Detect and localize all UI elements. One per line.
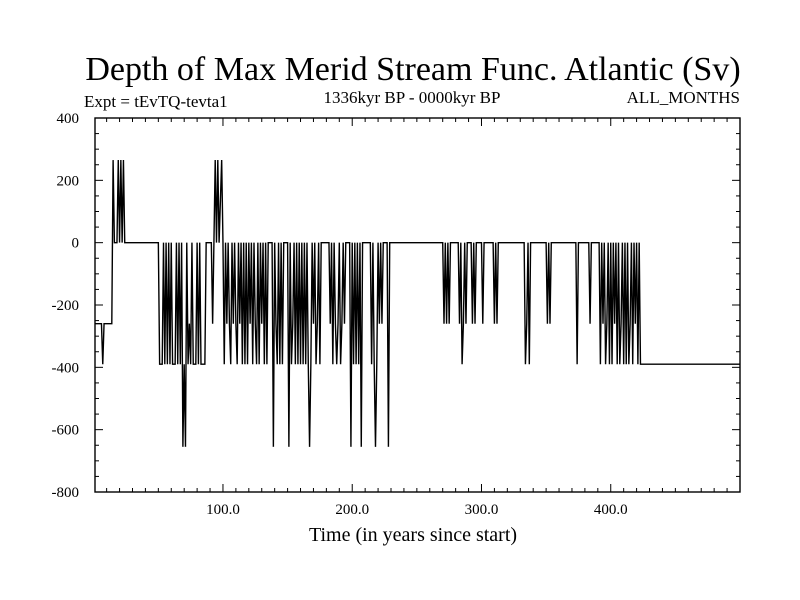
y-tick-label: -200 — [52, 298, 80, 314]
y-tick-label: 200 — [57, 173, 80, 189]
y-tick-label: -400 — [52, 360, 80, 376]
y-tick-label: 0 — [72, 236, 80, 252]
chart-title: Depth of Max Merid Stream Func. Atlantic… — [85, 51, 740, 88]
x-tick-label: 400.0 — [594, 502, 628, 518]
subtitle-time-range: 1336kyr BP - 0000kyr BP — [324, 88, 501, 107]
x-tick-label: 100.0 — [206, 502, 240, 518]
x-tick-label: 200.0 — [335, 502, 369, 518]
series-line — [95, 160, 740, 447]
y-tick-label: -600 — [52, 423, 80, 439]
y-tick-labels: 400 200 0 -200 -400 -600 -800 — [52, 111, 80, 501]
y-tick-label: 400 — [57, 111, 80, 127]
plot-frame — [94, 117, 741, 493]
subtitle-months: ALL_MONTHS — [627, 88, 740, 107]
x-axis-label: Time (in years since start) — [309, 524, 517, 546]
x-tick-label: 300.0 — [465, 502, 499, 518]
y-tick-label: -800 — [52, 485, 80, 501]
subtitle-experiment: Expt = tEvTQ-tevta1 — [84, 92, 228, 111]
x-tick-labels: 100.0 200.0 300.0 400.0 — [206, 502, 628, 518]
